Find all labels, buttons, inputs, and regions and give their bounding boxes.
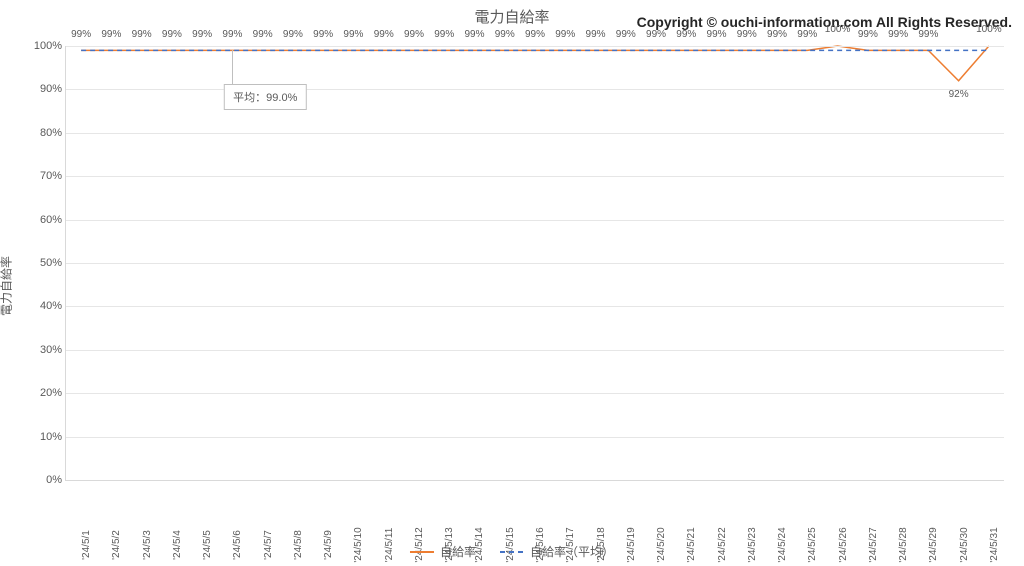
callout-box: 平均：99.0%: [224, 84, 306, 110]
data-point-label: 100%: [825, 24, 851, 35]
gridline: [66, 176, 1004, 177]
data-point-label: 100%: [976, 24, 1002, 35]
legend-swatch-2: [500, 551, 524, 553]
x-tick-label: '24/5/31: [989, 527, 1000, 562]
data-point-label: 99%: [464, 29, 484, 40]
gridline: [66, 89, 1004, 90]
gridline: [66, 437, 1004, 438]
legend: 自給率 自給率（平均）: [410, 543, 614, 560]
callout-leader: [232, 50, 233, 84]
x-tick-label: '24/5/9: [323, 530, 334, 560]
x-tick-label: '24/5/3: [142, 530, 153, 560]
data-point-label: 99%: [313, 29, 333, 40]
x-tick-label: '24/5/22: [717, 527, 728, 562]
data-point-label: 99%: [797, 29, 817, 40]
data-point-label: 99%: [192, 29, 212, 40]
data-point-label: 99%: [253, 29, 273, 40]
y-tick-label: 30%: [24, 344, 62, 356]
y-tick-label: 90%: [24, 83, 62, 95]
x-tick-label: '24/5/30: [959, 527, 970, 562]
gridline: [66, 133, 1004, 134]
x-tick-label: '24/5/24: [777, 527, 788, 562]
legend-item-series2: 自給率（平均）: [500, 543, 614, 560]
y-tick-label: 20%: [24, 387, 62, 399]
y-tick-label: 70%: [24, 170, 62, 182]
y-axis-label: 電力自給率: [0, 256, 15, 316]
data-point-label: 99%: [707, 29, 727, 40]
data-point-label: 99%: [495, 29, 515, 40]
data-point-label: 99%: [525, 29, 545, 40]
y-tick-label: 80%: [24, 127, 62, 139]
x-tick-label: '24/5/10: [353, 527, 364, 562]
data-point-label: 99%: [737, 29, 757, 40]
data-point-label: 99%: [222, 29, 242, 40]
x-tick-label: '24/5/6: [232, 530, 243, 560]
x-tick-label: '24/5/4: [172, 530, 183, 560]
x-tick-label: '24/5/23: [747, 527, 758, 562]
gridline: [66, 220, 1004, 221]
x-tick-label: '24/5/27: [868, 527, 879, 562]
x-tick-label: '24/5/2: [111, 530, 122, 560]
data-point-label: 99%: [918, 29, 938, 40]
data-point-label: 99%: [343, 29, 363, 40]
data-point-label: 99%: [283, 29, 303, 40]
x-tick-label: '24/5/1: [81, 530, 92, 560]
legend-label-2: 自給率（平均）: [530, 543, 614, 560]
data-point-label: 99%: [162, 29, 182, 40]
x-tick-label: '24/5/8: [293, 530, 304, 560]
gridline: [66, 263, 1004, 264]
data-point-label: 99%: [616, 29, 636, 40]
legend-label-1: 自給率: [440, 543, 476, 560]
data-point-label: 99%: [586, 29, 606, 40]
x-tick-label: '24/5/26: [838, 527, 849, 562]
series-line: [81, 46, 989, 81]
x-tick-label: '24/5/19: [626, 527, 637, 562]
data-point-label: 99%: [434, 29, 454, 40]
x-tick-label: '24/5/7: [263, 530, 274, 560]
data-point-label: 99%: [888, 29, 908, 40]
x-tick-label: '24/5/11: [384, 528, 395, 563]
y-tick-label: 100%: [24, 40, 62, 52]
gridline: [66, 306, 1004, 307]
data-point-label: 99%: [646, 29, 666, 40]
plot-area: 0%10%20%30%40%50%60%70%80%90%100%'24/5/1…: [65, 46, 1004, 481]
gridline: [66, 350, 1004, 351]
x-tick-label: '24/5/21: [686, 527, 697, 562]
x-tick-label: '24/5/20: [656, 527, 667, 562]
y-tick-label: 0%: [24, 474, 62, 486]
data-point-label: 99%: [71, 29, 91, 40]
y-tick-label: 60%: [24, 214, 62, 226]
y-tick-label: 10%: [24, 431, 62, 443]
legend-item-series1: 自給率: [410, 543, 476, 560]
data-point-label: 92%: [949, 89, 969, 100]
data-point-label: 99%: [101, 29, 121, 40]
legend-swatch-1: [410, 551, 434, 553]
data-point-label: 99%: [676, 29, 696, 40]
y-tick-label: 50%: [24, 257, 62, 269]
data-point-label: 99%: [404, 29, 424, 40]
data-point-label: 99%: [374, 29, 394, 40]
x-tick-label: '24/5/25: [807, 527, 818, 562]
y-tick-label: 40%: [24, 300, 62, 312]
x-tick-label: '24/5/28: [898, 527, 909, 562]
data-point-label: 99%: [767, 29, 787, 40]
data-point-label: 99%: [858, 29, 878, 40]
x-tick-label: '24/5/29: [928, 527, 939, 562]
data-point-label: 99%: [555, 29, 575, 40]
gridline: [66, 46, 1004, 47]
data-point-label: 99%: [132, 29, 152, 40]
gridline: [66, 393, 1004, 394]
x-tick-label: '24/5/5: [202, 530, 213, 560]
